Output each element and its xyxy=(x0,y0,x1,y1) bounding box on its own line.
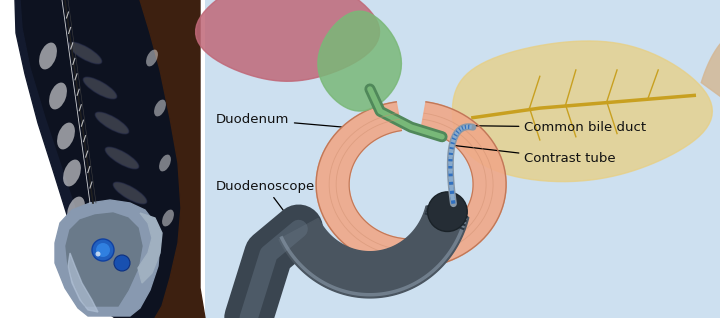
Ellipse shape xyxy=(84,77,117,99)
Polygon shape xyxy=(15,0,108,313)
Ellipse shape xyxy=(118,217,152,239)
Ellipse shape xyxy=(39,43,57,69)
Polygon shape xyxy=(140,0,205,318)
Text: Duodenum: Duodenum xyxy=(215,113,341,127)
Ellipse shape xyxy=(159,155,171,171)
Polygon shape xyxy=(452,41,712,182)
Ellipse shape xyxy=(49,83,67,109)
Text: Duodenoscope: Duodenoscope xyxy=(215,180,315,247)
Ellipse shape xyxy=(63,160,81,186)
Ellipse shape xyxy=(105,147,139,169)
Ellipse shape xyxy=(121,249,155,271)
Polygon shape xyxy=(196,0,379,81)
Bar xyxy=(0,0,205,318)
Ellipse shape xyxy=(95,112,129,134)
Polygon shape xyxy=(66,213,142,306)
Ellipse shape xyxy=(428,192,467,232)
Text: Common bile duct: Common bile duct xyxy=(465,121,647,134)
Ellipse shape xyxy=(146,50,158,66)
Polygon shape xyxy=(20,0,188,318)
Polygon shape xyxy=(316,102,506,268)
Polygon shape xyxy=(318,11,402,111)
Ellipse shape xyxy=(114,255,130,271)
Ellipse shape xyxy=(68,42,102,64)
Ellipse shape xyxy=(96,252,101,257)
Ellipse shape xyxy=(113,182,147,204)
Polygon shape xyxy=(138,213,162,283)
Polygon shape xyxy=(279,206,469,298)
Ellipse shape xyxy=(154,100,166,116)
Polygon shape xyxy=(68,253,98,312)
Ellipse shape xyxy=(67,197,85,224)
Polygon shape xyxy=(701,29,720,264)
Text: Contrast tube: Contrast tube xyxy=(450,145,616,165)
Bar xyxy=(205,0,720,318)
Polygon shape xyxy=(55,200,160,316)
Ellipse shape xyxy=(57,122,75,149)
Ellipse shape xyxy=(92,239,114,261)
Ellipse shape xyxy=(96,243,110,257)
Ellipse shape xyxy=(162,210,174,226)
